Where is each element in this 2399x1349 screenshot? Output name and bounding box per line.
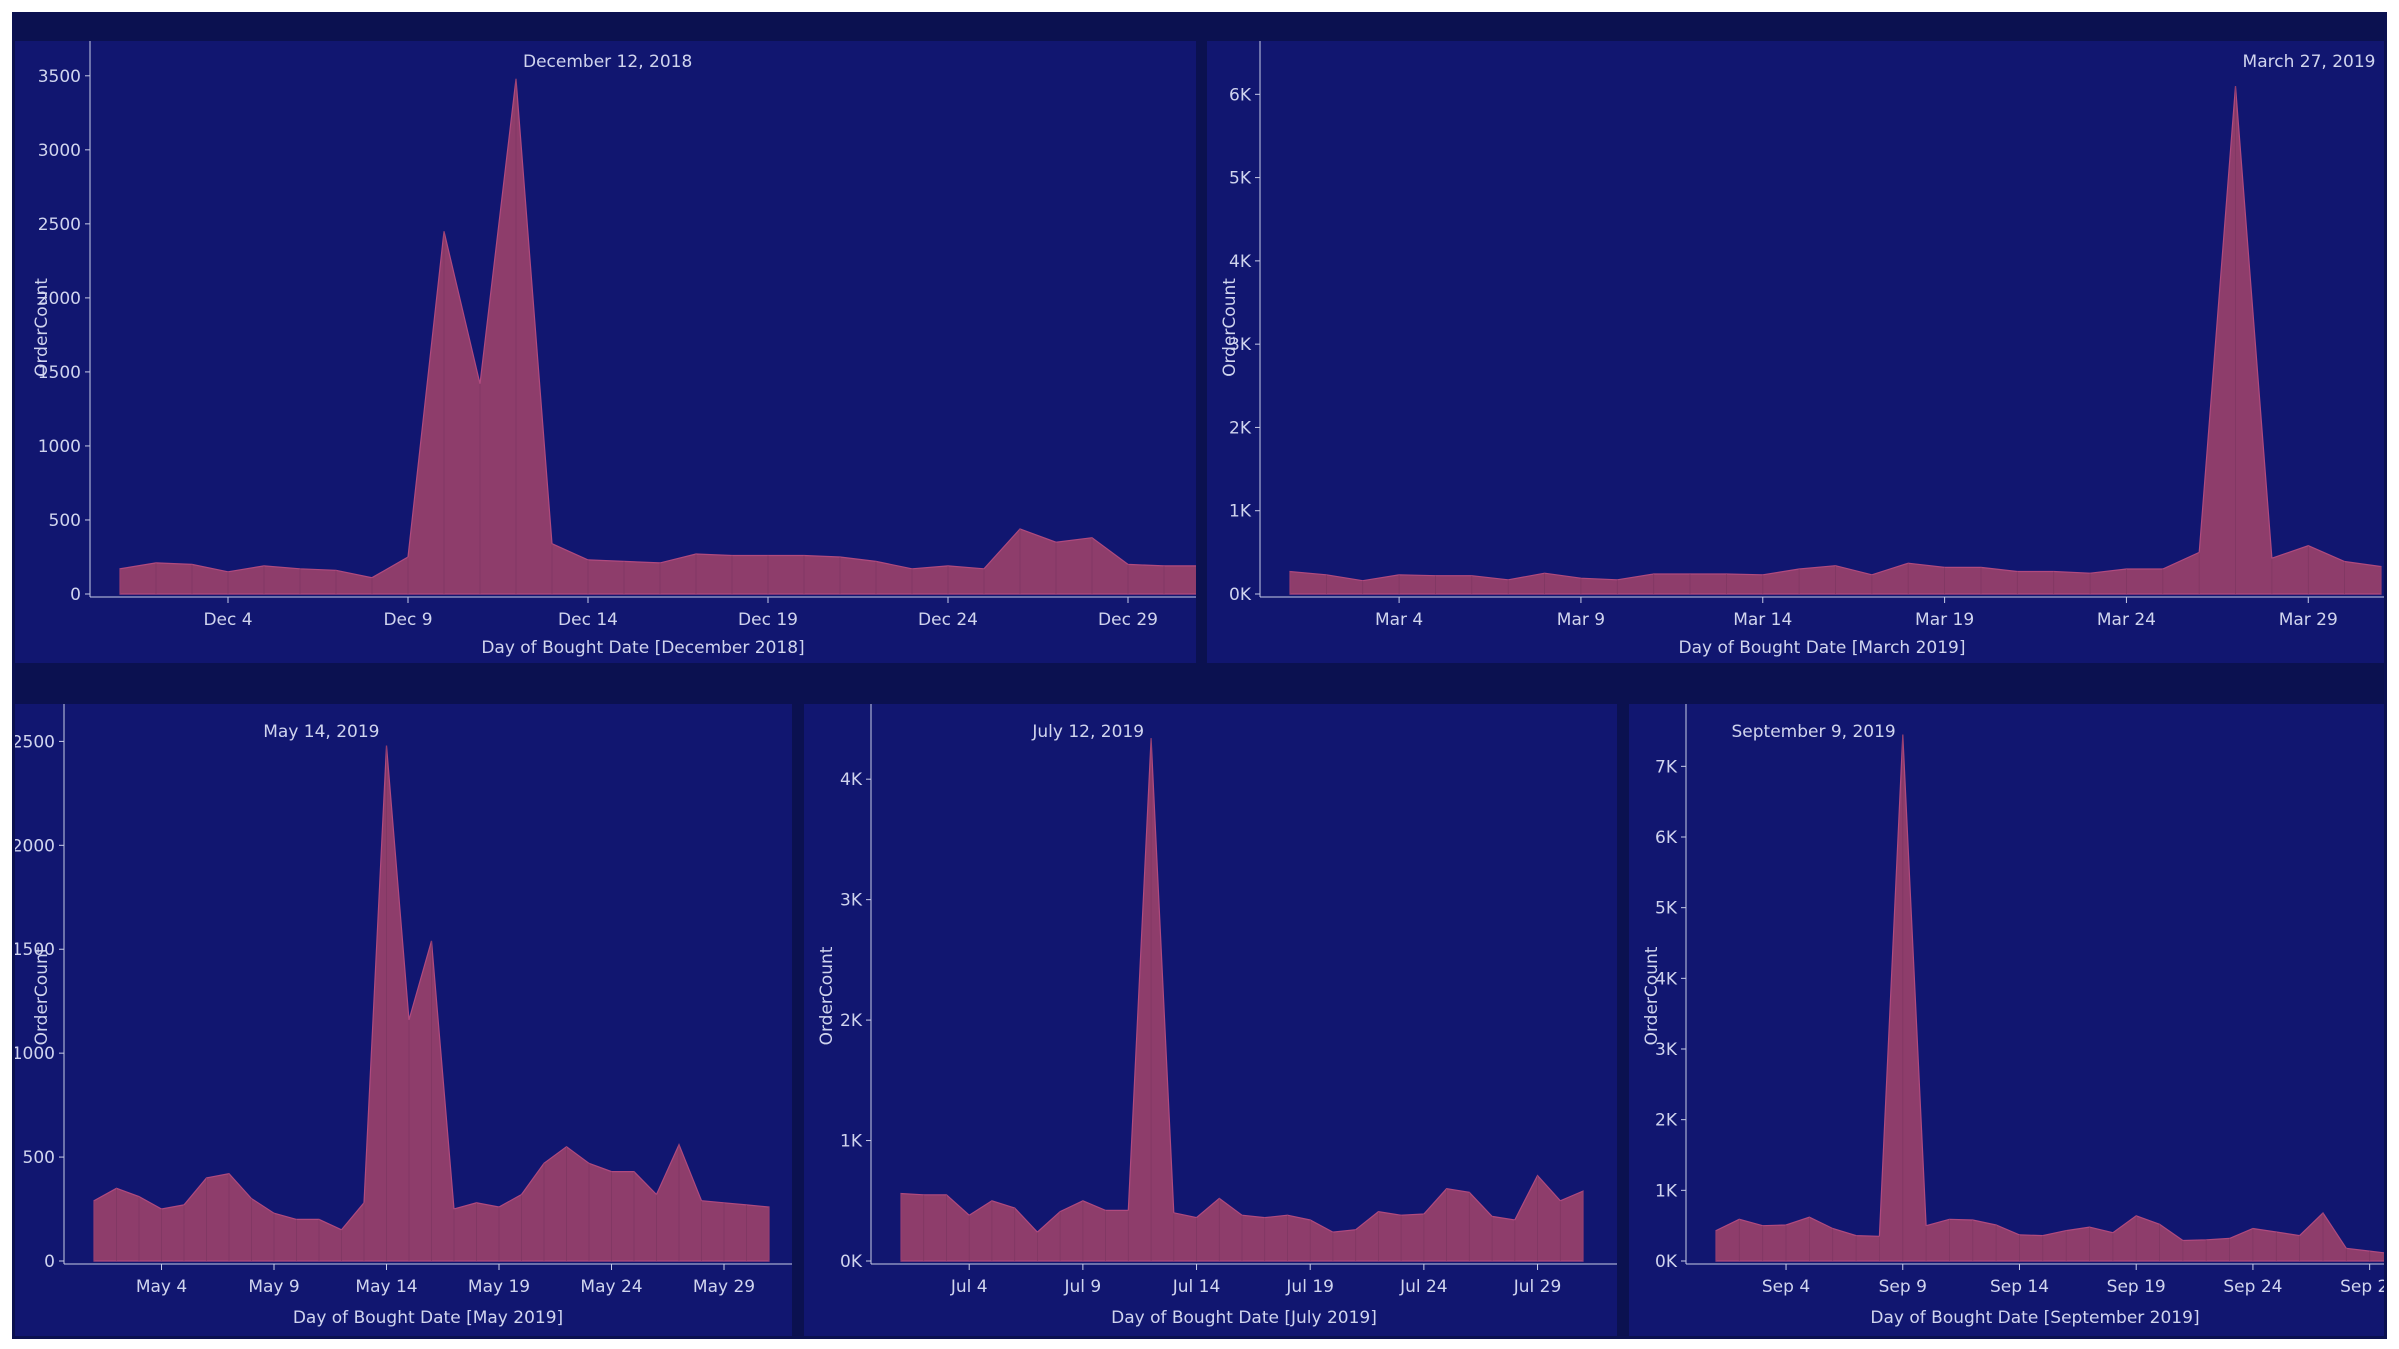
peak-annotation: December 12, 2018 [523, 52, 692, 72]
y-axis-title: OrderCount [1220, 278, 1240, 377]
chart-panel-may-2019: 0 500 1000 1500 2000 2500 May 4 May 9 May 14 May … [15, 704, 792, 1336]
peak-annotation: May 14, 2019 [263, 722, 379, 742]
chart-panel-july-2019: 0K 1K 2K 3K 4K Jul 4 Jul 9 Jul 14 Jul 19 Jul 24 Ju… [804, 704, 1617, 1336]
y-tick-label: 1000 [15, 1044, 55, 1064]
y-axis-title: OrderCount [32, 278, 52, 377]
x-axis-title: Day of Bought Date [May 2019] [293, 1308, 563, 1328]
x-axis-title: Day of Bought Date [July 2019] [1111, 1308, 1377, 1328]
area-series [1289, 85, 2382, 595]
x-tick-label: Sep 9 [1879, 1277, 1927, 1297]
area-series [1715, 734, 2384, 1262]
x-tick-label: Mar 14 [1733, 610, 1792, 630]
chart-panel-december-2018: 0 500 1000 1500 2000 2500 3000 3500 Dec 4 Dec 9 De… [15, 41, 1196, 663]
y-tick-label: 3K [840, 891, 863, 911]
x-tick-label: Sep 14 [1990, 1277, 2049, 1297]
y-axis-title: OrderCount [1642, 946, 1662, 1045]
y-tick-label: 1K [840, 1132, 863, 1152]
x-tick-label: Jul 19 [1285, 1277, 1334, 1297]
x-axis-title: Day of Bought Date [December 2018] [481, 638, 804, 658]
y-tick-label: 5K [1655, 899, 1678, 919]
x-tick-label: Sep 4 [1762, 1277, 1810, 1297]
may-2019-area-chart: 0 500 1000 1500 2000 2500 May 4 May 9 May 14 May … [15, 704, 792, 1328]
x-tick-label: Mar 29 [2279, 610, 2338, 630]
y-tick-label: 0K [1655, 1252, 1678, 1272]
y-axis-title: OrderCount [32, 946, 52, 1045]
y-tick-label: 3000 [38, 141, 81, 161]
peak-annotation: March 27, 2019 [2243, 52, 2376, 72]
september-2019-area-chart: 0K 1K 2K 3K 4K 5K 6K 7K Sep 4 Sep 9 Sep 14 Sep 19 Se… [1642, 704, 2384, 1328]
y-tick-label: 0 [44, 1252, 55, 1272]
y-tick-label: 0K [1229, 585, 1252, 605]
y-tick-label: 1000 [38, 437, 81, 457]
y-tick-label: 4K [1229, 252, 1252, 272]
dashboard: 0 500 1000 1500 2000 2500 3000 3500 Dec 4 Dec 9 De… [12, 12, 2387, 1339]
march-2019-area-chart: 0K 1K 2K 3K 4K 5K 6K Mar 4 Mar 9 Mar 14 Mar 19 Mar … [1220, 41, 2384, 658]
x-tick-label: Jul 24 [1399, 1277, 1448, 1297]
y-tick-label: 0 [70, 585, 81, 605]
peak-annotation: September 9, 2019 [1731, 722, 1895, 742]
y-tick-label: 2500 [38, 215, 81, 235]
x-tick-label: Sep 29 [2340, 1277, 2384, 1297]
chart-panel-september-2019: 0K 1K 2K 3K 4K 5K 6K 7K Sep 4 Sep 9 Sep 14 Sep 19 Se… [1629, 704, 2384, 1336]
y-tick-label: 6K [1229, 85, 1252, 105]
x-tick-label: May 14 [355, 1277, 417, 1297]
x-tick-label: Dec 29 [1098, 610, 1158, 630]
y-tick-label: 0K [840, 1252, 863, 1272]
x-tick-label: Jul 9 [1063, 1277, 1101, 1297]
x-axis-title: Day of Bought Date [September 2019] [1870, 1308, 2199, 1328]
area-series [900, 738, 1584, 1262]
x-tick-label: Dec 14 [558, 610, 618, 630]
y-tick-label: 7K [1655, 757, 1678, 777]
y-tick-label: 4K [840, 770, 863, 790]
y-axis-title: OrderCount [817, 946, 837, 1045]
x-tick-label: Mar 24 [2097, 610, 2156, 630]
y-tick-label: 3K [1655, 1040, 1678, 1060]
x-tick-label: Jul 14 [1172, 1277, 1221, 1297]
y-tick-label: 6K [1655, 828, 1678, 848]
july-2019-area-chart: 0K 1K 2K 3K 4K Jul 4 Jul 9 Jul 14 Jul 19 Jul 24 Ju… [817, 704, 1617, 1328]
y-tick-label: 500 [23, 1148, 55, 1168]
area-series [119, 78, 1196, 595]
y-tick-label: 1500 [38, 363, 81, 383]
chart-panel-march-2019: 0K 1K 2K 3K 4K 5K 6K Mar 4 Mar 9 Mar 14 Mar 19 Mar … [1207, 41, 2384, 663]
y-tick-label: 2000 [15, 836, 55, 856]
y-tick-label: 4K [1655, 969, 1678, 989]
x-tick-label: Jul 4 [950, 1277, 988, 1297]
peak-annotation: July 12, 2019 [1031, 722, 1144, 742]
x-tick-label: Mar 4 [1375, 610, 1423, 630]
y-tick-label: 2500 [15, 732, 55, 752]
y-tick-label: 5K [1229, 169, 1252, 189]
x-tick-label: Dec 4 [203, 610, 252, 630]
x-tick-label: May 19 [468, 1277, 530, 1297]
y-tick-label: 2K [1655, 1111, 1678, 1131]
y-tick-label: 1K [1655, 1181, 1678, 1201]
x-tick-label: Dec 19 [738, 610, 798, 630]
y-tick-label: 1500 [15, 940, 55, 960]
y-tick-label: 3K [1229, 335, 1252, 355]
y-tick-label: 1K [1229, 502, 1252, 522]
x-tick-label: Sep 24 [2223, 1277, 2282, 1297]
x-tick-label: Sep 19 [2107, 1277, 2166, 1297]
x-tick-label: May 24 [580, 1277, 642, 1297]
y-tick-label: 3500 [38, 67, 81, 87]
y-tick-label: 2K [840, 1011, 863, 1031]
december-2018-area-chart: 0 500 1000 1500 2000 2500 3000 3500 Dec 4 Dec 9 De… [32, 41, 1196, 658]
y-tick-label: 2000 [38, 289, 81, 309]
x-tick-label: May 4 [136, 1277, 187, 1297]
x-tick-label: May 29 [693, 1277, 755, 1297]
x-tick-label: Dec 9 [383, 610, 432, 630]
y-tick-label: 500 [49, 511, 81, 531]
x-tick-label: Mar 9 [1557, 610, 1605, 630]
x-tick-label: May 9 [248, 1277, 299, 1297]
y-tick-label: 2K [1229, 418, 1252, 438]
x-tick-label: Mar 19 [1915, 610, 1974, 630]
x-tick-label: Dec 24 [918, 610, 978, 630]
x-axis-title: Day of Bought Date [March 2019] [1678, 638, 1965, 658]
x-tick-label: Jul 29 [1513, 1277, 1562, 1297]
